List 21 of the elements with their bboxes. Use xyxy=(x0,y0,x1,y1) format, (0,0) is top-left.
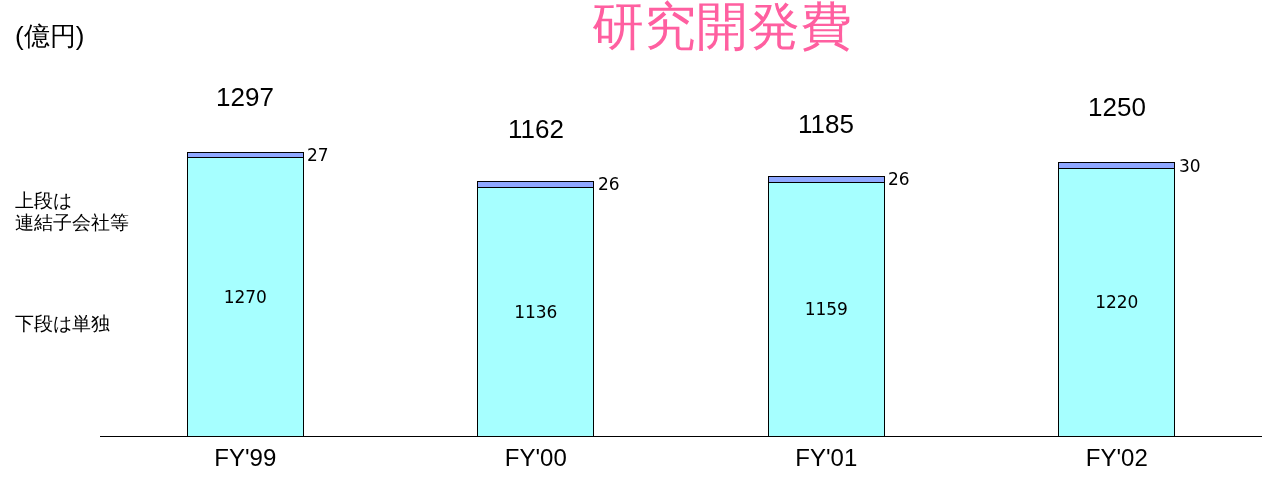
data-label: 26 xyxy=(888,169,910,189)
data-label: 26 xyxy=(598,174,620,194)
data-label: 1136 xyxy=(514,301,558,322)
total-label: 1250 xyxy=(1088,92,1146,122)
x-tick-label: FY'99 xyxy=(214,443,277,471)
total-label: 1162 xyxy=(508,114,564,144)
y-axis-title: (億円) xyxy=(15,21,85,51)
data-label: 1220 xyxy=(1095,292,1139,313)
data-label: 30 xyxy=(1179,156,1201,176)
text: 上段は xyxy=(15,189,72,211)
annotation: 連結子会社等 xyxy=(15,211,129,233)
x-tick-label: FY'00 xyxy=(504,443,567,471)
data-label: 1270 xyxy=(223,286,267,307)
chart-title: 研究開発費 xyxy=(592,0,853,56)
total-label: 1297 xyxy=(216,82,274,112)
data-label: 27 xyxy=(307,145,329,165)
annotation: 下段は単独 xyxy=(15,312,110,334)
x-tick-label: FY'02 xyxy=(1085,443,1148,471)
x-tick-label: FY'01 xyxy=(795,443,858,471)
total-label: 1185 xyxy=(798,109,854,139)
data-label: 1159 xyxy=(804,299,848,320)
